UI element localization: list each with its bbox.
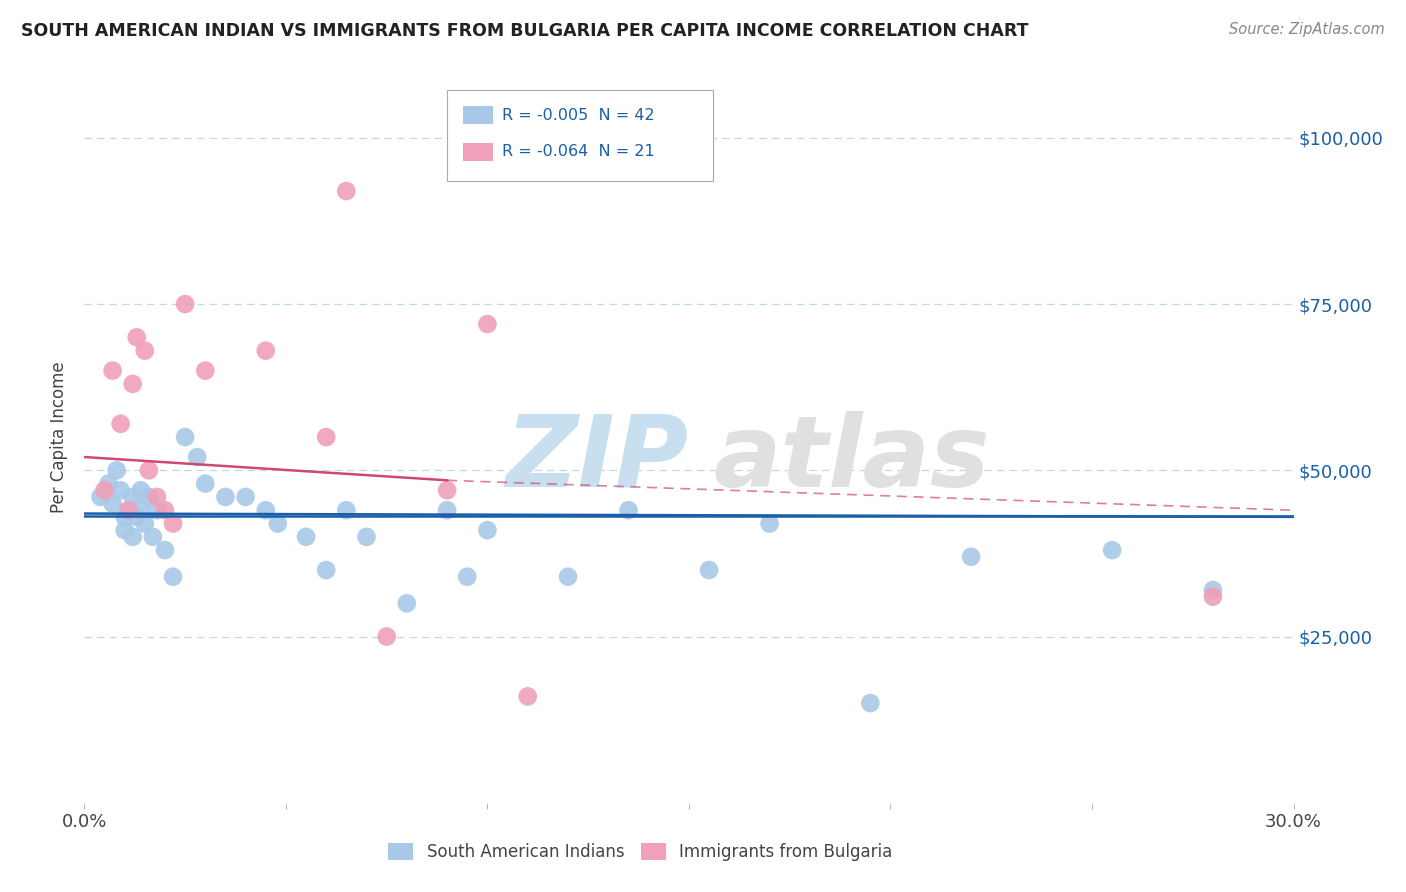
Point	[960, 549, 983, 564]
FancyBboxPatch shape	[463, 106, 494, 124]
Point	[356, 530, 378, 544]
Point	[114, 509, 136, 524]
Point	[235, 490, 257, 504]
Point	[146, 490, 169, 504]
Point	[436, 483, 458, 498]
Point	[121, 530, 143, 544]
Point	[125, 330, 148, 344]
Point	[315, 430, 337, 444]
Point	[1202, 590, 1225, 604]
Point	[125, 509, 148, 524]
Point	[89, 490, 111, 504]
Point	[142, 530, 165, 544]
Text: atlas: atlas	[713, 410, 990, 508]
Legend: South American Indians, Immigrants from Bulgaria: South American Indians, Immigrants from …	[382, 836, 900, 868]
Point	[436, 503, 458, 517]
Point	[697, 563, 720, 577]
Point	[375, 630, 398, 644]
Point	[93, 483, 115, 498]
Point	[97, 476, 120, 491]
Point	[335, 184, 357, 198]
FancyBboxPatch shape	[463, 143, 494, 161]
Point	[617, 503, 640, 517]
Point	[162, 516, 184, 531]
Point	[194, 476, 217, 491]
Point	[516, 690, 538, 704]
Point	[118, 503, 141, 517]
Point	[174, 297, 197, 311]
FancyBboxPatch shape	[447, 90, 713, 181]
Point	[138, 463, 160, 477]
Point	[477, 523, 499, 537]
Point	[557, 570, 579, 584]
Point	[153, 543, 176, 558]
Point	[162, 570, 184, 584]
Point	[859, 696, 882, 710]
Point	[101, 497, 124, 511]
Point	[315, 563, 337, 577]
Point	[254, 503, 277, 517]
Text: ZIP: ZIP	[506, 410, 689, 508]
Point	[110, 417, 132, 431]
Point	[335, 503, 357, 517]
Y-axis label: Per Capita Income: Per Capita Income	[51, 361, 69, 513]
Text: R = -0.064  N = 21: R = -0.064 N = 21	[502, 145, 654, 160]
Point	[295, 530, 318, 544]
Point	[105, 463, 128, 477]
Point	[1202, 582, 1225, 597]
Point	[134, 343, 156, 358]
Point	[121, 376, 143, 391]
Point	[1101, 543, 1123, 558]
Point	[134, 516, 156, 531]
Point	[138, 490, 160, 504]
Point	[254, 343, 277, 358]
Point	[395, 596, 418, 610]
Point	[174, 430, 197, 444]
Point	[121, 490, 143, 504]
Point	[456, 570, 478, 584]
Point	[146, 503, 169, 517]
Point	[214, 490, 236, 504]
Point	[477, 317, 499, 331]
Point	[153, 503, 176, 517]
Point	[267, 516, 290, 531]
Point	[129, 503, 152, 517]
Point	[101, 363, 124, 377]
Text: SOUTH AMERICAN INDIAN VS IMMIGRANTS FROM BULGARIA PER CAPITA INCOME CORRELATION : SOUTH AMERICAN INDIAN VS IMMIGRANTS FROM…	[21, 22, 1029, 40]
Text: Source: ZipAtlas.com: Source: ZipAtlas.com	[1229, 22, 1385, 37]
Point	[110, 483, 132, 498]
Point	[118, 503, 141, 517]
Point	[194, 363, 217, 377]
Point	[758, 516, 780, 531]
Point	[129, 483, 152, 498]
Text: R = -0.005  N = 42: R = -0.005 N = 42	[502, 108, 654, 123]
Point	[114, 523, 136, 537]
Point	[186, 450, 208, 464]
